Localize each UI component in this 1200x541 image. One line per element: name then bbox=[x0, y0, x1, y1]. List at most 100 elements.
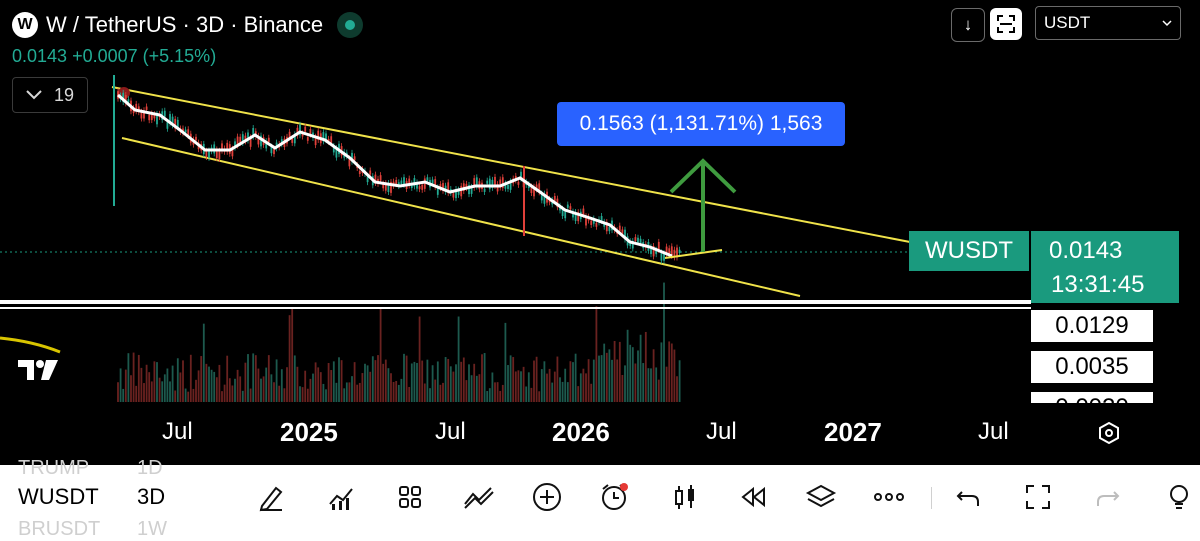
candle-body bbox=[673, 249, 676, 258]
candle-body bbox=[624, 229, 626, 240]
volume-bar bbox=[525, 386, 528, 402]
bulb-icon[interactable] bbox=[1164, 479, 1200, 515]
candle-body bbox=[403, 177, 405, 186]
volume-bar bbox=[647, 368, 650, 402]
market-status-icon[interactable] bbox=[337, 12, 364, 38]
candle-body bbox=[491, 179, 494, 188]
grid-icon[interactable] bbox=[392, 479, 428, 515]
scale-frame-button[interactable] bbox=[990, 8, 1022, 40]
volume-bar bbox=[650, 368, 652, 402]
volume-bar bbox=[637, 350, 639, 402]
add-icon[interactable] bbox=[529, 479, 565, 515]
candle-body bbox=[509, 181, 512, 190]
volume-bar bbox=[202, 323, 205, 402]
volume-bar bbox=[483, 353, 486, 402]
candle-body bbox=[655, 249, 658, 255]
volume-bar bbox=[447, 358, 450, 402]
candle-body bbox=[140, 111, 143, 119]
volume-bar bbox=[213, 371, 216, 402]
candles-icon[interactable] bbox=[667, 479, 703, 515]
currency-select[interactable]: USDT bbox=[1035, 6, 1181, 40]
candle-body bbox=[156, 113, 158, 125]
axis-settings-button[interactable] bbox=[1097, 421, 1121, 450]
candle-body bbox=[488, 178, 491, 190]
more-icon[interactable] bbox=[871, 479, 907, 515]
volume-bar bbox=[169, 381, 171, 402]
volume-bar bbox=[678, 360, 681, 402]
volume-bar bbox=[265, 367, 268, 402]
candle-body bbox=[605, 222, 608, 232]
volume-bar bbox=[527, 372, 530, 402]
candle-body bbox=[400, 180, 403, 185]
pane-divider[interactable] bbox=[0, 300, 1031, 304]
volume-bar bbox=[189, 354, 192, 402]
volume-bar bbox=[218, 364, 221, 402]
symbol-selector[interactable]: WUSDT bbox=[18, 484, 99, 509]
candle-body bbox=[460, 185, 463, 197]
candle-body bbox=[267, 137, 270, 142]
volume-bar bbox=[603, 343, 606, 402]
chevron-down-icon bbox=[1162, 19, 1172, 26]
candle-body bbox=[608, 226, 611, 232]
candle-body bbox=[252, 128, 255, 137]
volume-bar bbox=[462, 357, 465, 402]
candle-body bbox=[637, 237, 639, 243]
layers-icon[interactable] bbox=[803, 479, 839, 515]
volume-bar bbox=[241, 390, 244, 402]
candle-body bbox=[569, 206, 572, 210]
volume-bar bbox=[374, 360, 377, 402]
indicators-toggle-button[interactable]: 19 bbox=[12, 77, 88, 113]
candle-countdown: 13:31:45 bbox=[1051, 271, 1145, 298]
candle-body bbox=[145, 106, 148, 110]
volume-bar bbox=[299, 386, 301, 402]
undo-icon[interactable] bbox=[951, 479, 987, 515]
candle-body bbox=[657, 241, 660, 251]
volume-bar bbox=[244, 362, 247, 402]
volume-bar bbox=[187, 391, 190, 402]
volume-bar bbox=[283, 388, 286, 402]
draw-pen-icon[interactable] bbox=[253, 479, 289, 515]
candle-body bbox=[288, 131, 291, 138]
volume-bar bbox=[551, 382, 554, 402]
candle-body bbox=[231, 148, 234, 157]
bottom-toolbar: TRUMP 1D BRUSDT 1W WUSDT 3D bbox=[0, 457, 1200, 540]
volume-bar bbox=[348, 382, 351, 402]
redo-icon[interactable] bbox=[1089, 479, 1125, 515]
candle-body bbox=[322, 132, 325, 142]
candle-body bbox=[249, 137, 252, 147]
volume-bar bbox=[291, 308, 294, 402]
candle-body bbox=[169, 114, 171, 124]
timeframe-selector[interactable]: 3D bbox=[137, 484, 166, 509]
candle-body bbox=[257, 135, 260, 145]
volume-bar bbox=[478, 374, 481, 402]
indicators-icon[interactable] bbox=[323, 479, 359, 515]
volume-bar bbox=[556, 356, 559, 402]
volume-bar bbox=[317, 367, 320, 402]
volume-bar bbox=[564, 368, 567, 402]
volume-bar bbox=[158, 377, 161, 402]
download-button[interactable]: ↓ bbox=[951, 8, 985, 42]
replay-icon[interactable] bbox=[735, 479, 771, 515]
volume-bar bbox=[475, 375, 478, 402]
volume-bar bbox=[163, 374, 166, 402]
candle-body bbox=[663, 253, 665, 261]
volume-bar bbox=[390, 373, 392, 402]
volume-bar bbox=[382, 363, 385, 402]
fullscreen-icon[interactable] bbox=[1020, 479, 1056, 515]
compare-icon[interactable] bbox=[461, 479, 497, 515]
volume-bar bbox=[644, 331, 647, 402]
volume-bar bbox=[182, 360, 184, 402]
volume-bar bbox=[254, 355, 257, 402]
volume-bar bbox=[499, 390, 502, 402]
volume-bar bbox=[150, 381, 153, 402]
symbol-header[interactable]: W W / TetherUS · 3D · Binance bbox=[12, 10, 364, 40]
alert-clock-icon[interactable] bbox=[597, 479, 633, 515]
chart-area[interactable]: W W / TetherUS · 3D · Binance 0.0143 +0.… bbox=[0, 0, 1200, 465]
candle-body bbox=[353, 156, 356, 161]
tradingview-logo-icon bbox=[18, 358, 62, 387]
volume-bar bbox=[153, 361, 156, 402]
volume-bar bbox=[397, 384, 400, 402]
price-plot[interactable] bbox=[0, 0, 1200, 465]
price-range-annotation[interactable]: 0.1563 (1,131.71%) 1,563 bbox=[557, 102, 845, 146]
candle-body bbox=[421, 184, 424, 190]
